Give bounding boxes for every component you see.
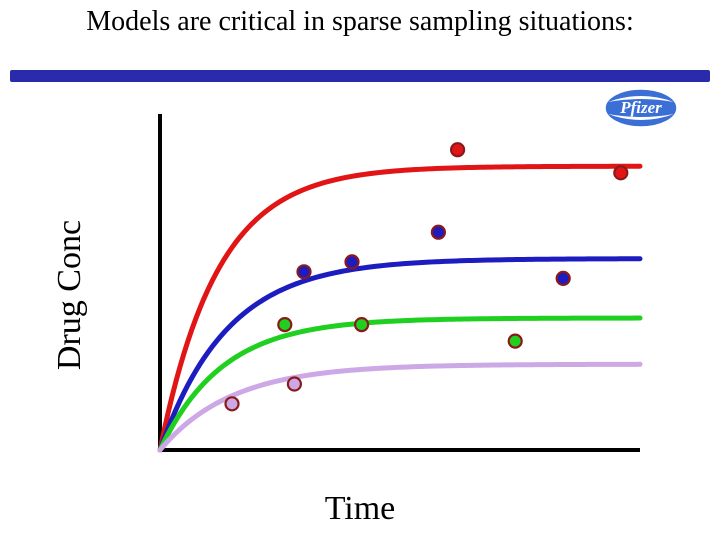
point-violet-1	[288, 378, 301, 391]
slide-title: Models are critical in sparse sampling s…	[0, 6, 720, 38]
point-blue-1	[346, 255, 359, 268]
point-blue-3	[557, 272, 570, 285]
title-divider	[10, 70, 710, 82]
chart	[90, 110, 650, 490]
point-red-0	[451, 143, 464, 156]
point-green-2	[509, 335, 522, 348]
curve-green	[160, 318, 640, 450]
point-green-0	[278, 318, 291, 331]
chart-svg	[90, 110, 650, 470]
point-green-1	[355, 318, 368, 331]
point-blue-0	[298, 265, 311, 278]
point-violet-0	[226, 397, 239, 410]
x-axis-label: Time	[0, 490, 720, 528]
curve-blue	[160, 259, 640, 450]
point-blue-2	[432, 226, 445, 239]
point-red-1	[614, 166, 627, 179]
y-axis-label: Drug Conc	[51, 220, 89, 370]
slide: Models are critical in sparse sampling s…	[0, 0, 720, 540]
